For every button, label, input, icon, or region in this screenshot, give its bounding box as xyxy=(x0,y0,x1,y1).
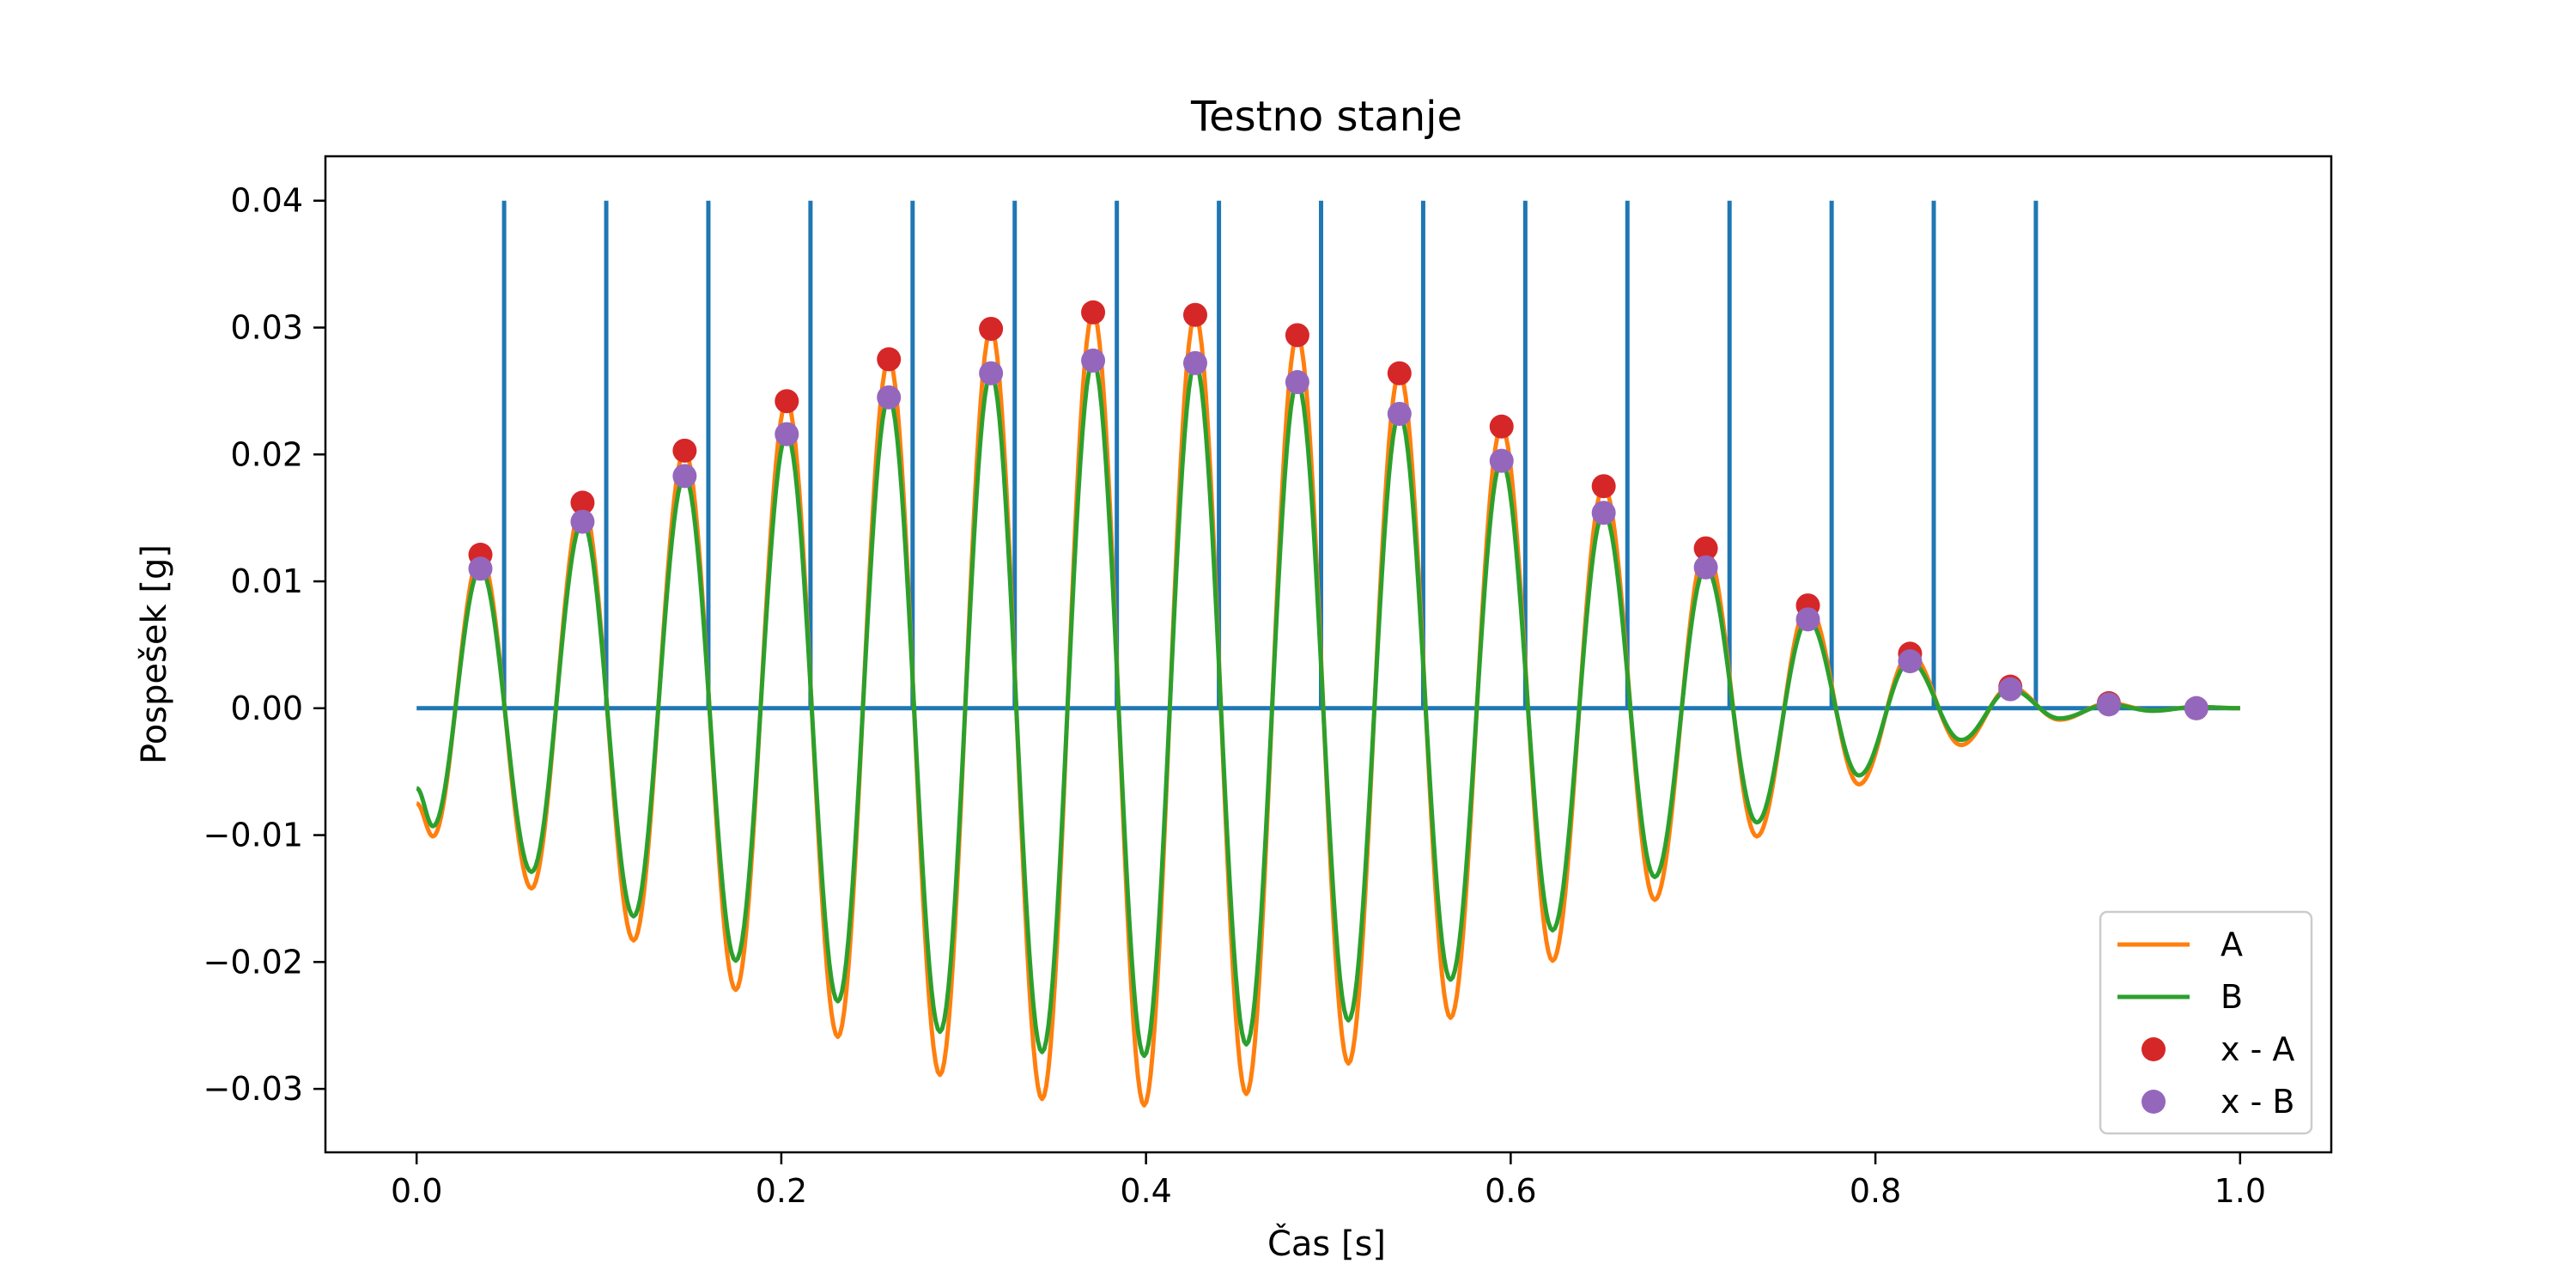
chart-title: Testno stanje xyxy=(1190,93,1462,141)
marker-x-b xyxy=(1387,401,1412,426)
marker-x-b xyxy=(979,361,1004,386)
marker-x-a xyxy=(1285,323,1309,348)
marker-x-b xyxy=(1693,555,1718,580)
marker-x-b xyxy=(775,422,799,447)
plot-area xyxy=(415,200,2241,1108)
legend-label-b: B xyxy=(2221,978,2243,1016)
x-tick-label: 0.4 xyxy=(1120,1172,1171,1210)
legend-swatch-x-a xyxy=(2142,1037,2166,1061)
marker-x-a xyxy=(570,490,595,515)
x-tick-label: 0.6 xyxy=(1485,1172,1536,1210)
marker-x-a xyxy=(1387,361,1412,386)
legend-label-a: A xyxy=(2221,926,2243,963)
marker-x-a xyxy=(672,438,697,463)
marker-x-b xyxy=(1081,348,1106,373)
y-tick-label: 0.03 xyxy=(230,308,303,346)
marker-x-b xyxy=(570,509,595,534)
y-tick-label: 0.04 xyxy=(230,182,303,220)
marker-x-b xyxy=(1591,501,1616,526)
series-line-b xyxy=(415,358,2241,1059)
y-tick-label: −0.02 xyxy=(204,943,303,981)
y-tick-label: −0.01 xyxy=(204,817,303,854)
marker-x-b xyxy=(1898,649,1923,674)
y-axis: −0.03 −0.02 −0.01 0.00 0.01 0.02 0.03 0.04 xyxy=(204,182,325,1108)
legend-box xyxy=(2099,910,2313,1135)
marker-x-b xyxy=(1285,370,1309,395)
x-tick-label: 0.0 xyxy=(391,1172,442,1210)
y-tick-label: 0.00 xyxy=(230,690,303,727)
marker-x-b xyxy=(1489,448,1514,473)
marker-x-b xyxy=(672,464,697,489)
marker-x-a xyxy=(1081,300,1106,325)
legend-label-x-b: x - B xyxy=(2221,1083,2294,1121)
marker-x-a xyxy=(1489,414,1514,439)
marker-x-b xyxy=(468,556,493,581)
x-axis: 0.0 0.2 0.4 0.6 0.8 1.0 xyxy=(391,1152,2266,1210)
y-tick-label: 0.01 xyxy=(230,562,303,600)
y-axis-label: Pospešek [g] xyxy=(135,544,174,764)
y-tick-label: −0.03 xyxy=(204,1070,303,1108)
marker-x-a xyxy=(979,316,1004,341)
x-tick-label: 0.2 xyxy=(756,1172,807,1210)
legend-label-x-a: x - A xyxy=(2221,1030,2294,1068)
y-tick-label: 0.02 xyxy=(230,435,303,473)
axes-frame xyxy=(324,155,2333,1154)
marker-x-b xyxy=(2184,696,2208,720)
marker-x-b xyxy=(2096,692,2121,717)
x-axis-label: Čas [s] xyxy=(1267,1223,1386,1264)
marker-x-a xyxy=(775,389,799,414)
marker-x-b xyxy=(877,385,902,410)
legend-swatch-x-b xyxy=(2142,1090,2166,1114)
marker-x-b xyxy=(1795,607,1820,632)
marker-x-b xyxy=(1182,350,1207,375)
marker-x-a xyxy=(1693,536,1718,561)
marker-x-a xyxy=(1182,302,1207,327)
x-tick-label: 0.8 xyxy=(1850,1172,1901,1210)
marker-x-a xyxy=(1591,474,1616,499)
x-tick-label: 1.0 xyxy=(2215,1172,2266,1210)
marker-x-a xyxy=(877,347,902,372)
legend: ABx - A x - B xyxy=(2099,910,2313,1135)
marker-x-b xyxy=(1998,677,2023,702)
